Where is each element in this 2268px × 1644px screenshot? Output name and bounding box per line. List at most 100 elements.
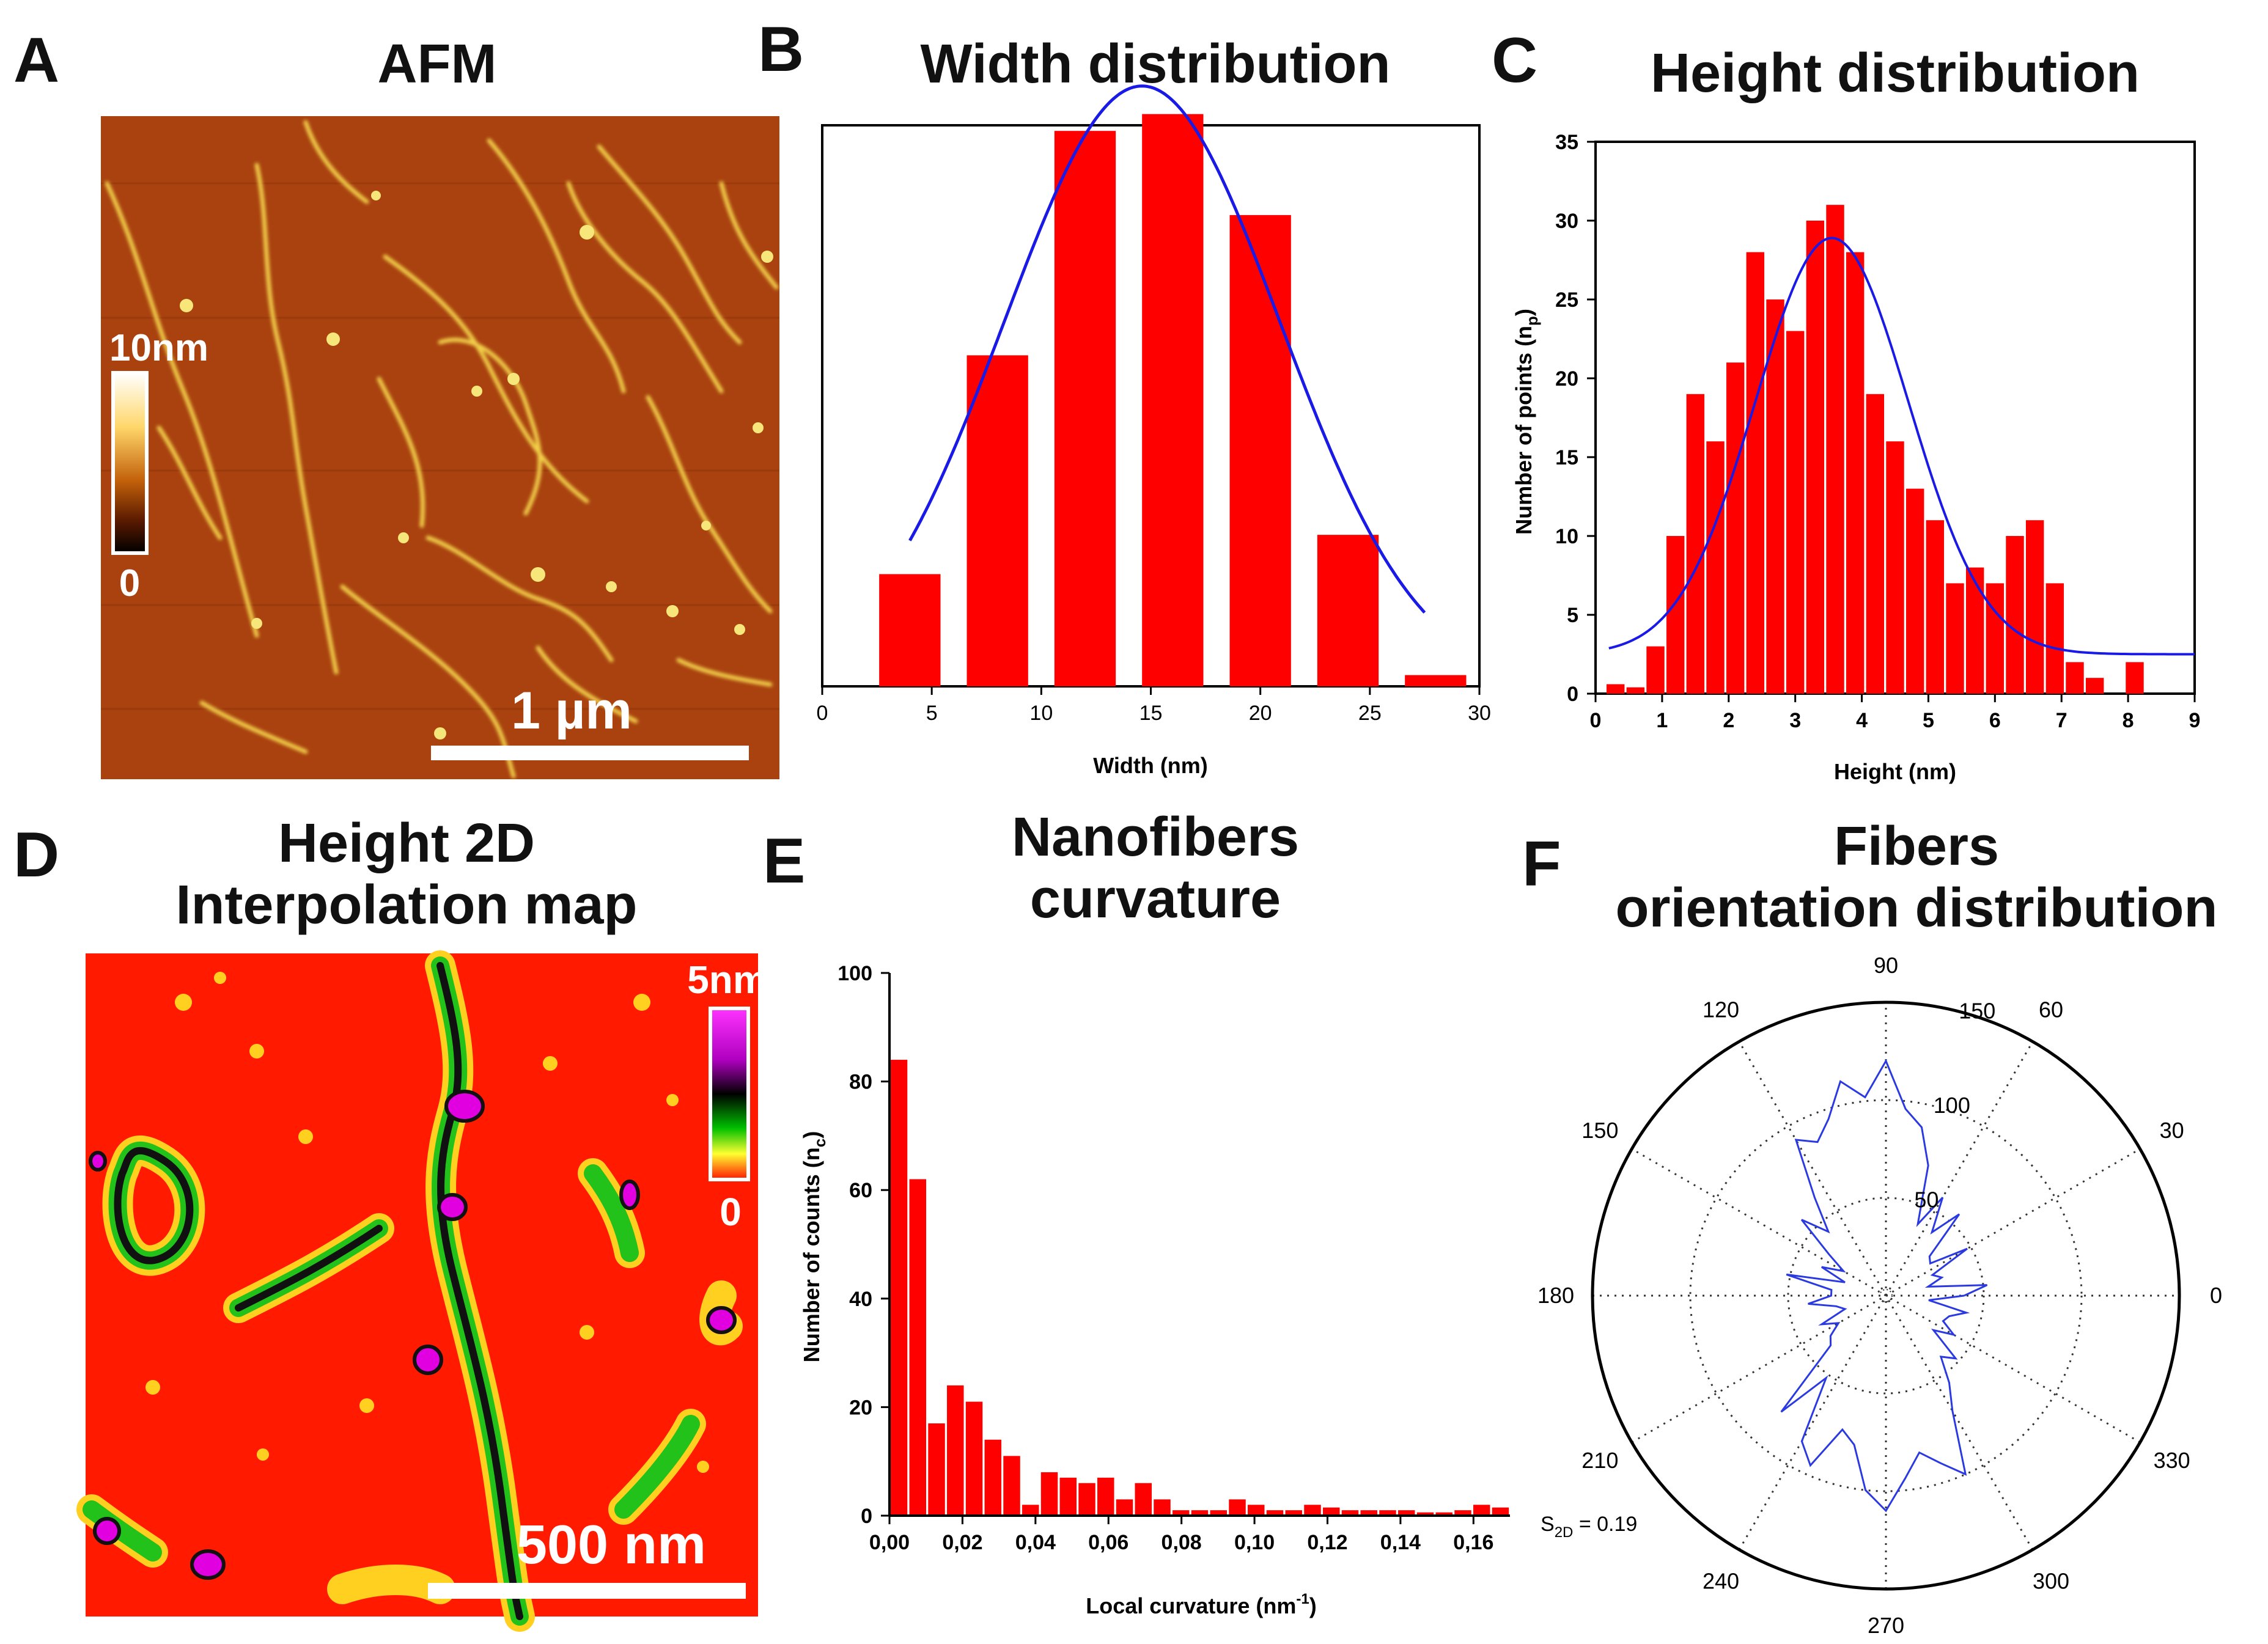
polar-radial-label: 50	[1914, 1187, 1938, 1212]
curvature-y-tick-label: 40	[849, 1288, 872, 1311]
panel-letter-a: A	[13, 25, 60, 96]
s2d-main: S	[1541, 1513, 1555, 1536]
orientation-polar-chart: 030609012015018021024027030033050100150 …	[1537, 953, 2222, 1638]
polar-grid-ring	[1689, 1099, 2083, 1492]
polar-angle-label: 60	[2039, 997, 2063, 1022]
curvature-x-tick-label: 0,00	[869, 1531, 910, 1554]
height-bar	[1686, 394, 1705, 694]
height-bar	[1965, 567, 1984, 694]
curvature-chart: 0,00 0,02 0,04 0,06 0,08 0,10 0,12 0,14 0,16 0 20 4…	[799, 962, 1510, 1618]
map-scalebar-label: 500 nm	[517, 1514, 706, 1576]
polar-radial-label: 100	[1934, 1093, 1970, 1118]
curvature-bar	[1304, 1505, 1321, 1516]
panel-letter-c: C	[1492, 25, 1538, 96]
curvature-x-tick-label: 0,06	[1088, 1531, 1128, 1554]
s2d-end: = 0.19	[1573, 1513, 1637, 1536]
height-y-axis-label: Number of points (np)	[1511, 309, 1541, 535]
afm-colorbar-bottom-label: 0	[119, 562, 140, 604]
curvature-x-label-end: )	[1309, 1593, 1317, 1618]
curvature-bar	[1191, 1510, 1209, 1516]
height-x-tick-label: 6	[1989, 709, 2001, 732]
polar-angle-label: 240	[1703, 1569, 1739, 1594]
height-bar	[1986, 583, 2005, 694]
curvature-bar	[1266, 1510, 1284, 1516]
panel-letter-b: B	[758, 14, 804, 85]
curvature-bar	[1078, 1483, 1095, 1516]
width-x-tick-label: 25	[1358, 702, 1382, 725]
height-bar	[1606, 684, 1625, 694]
s2d-sub: 2D	[1555, 1524, 1574, 1541]
curvature-bar	[1210, 1510, 1227, 1516]
height-bar	[1806, 221, 1825, 694]
height-distribution-chart: 0 1 2 3 4 5 6 7 8 9 0 5 10 15 20 25 30 35 Height (nm) Num…	[1511, 131, 2200, 784]
curvature-bar	[1173, 1510, 1190, 1516]
height-x-tick-label: 3	[1789, 709, 1801, 732]
curvature-bar	[909, 1179, 927, 1516]
curvature-x-label-main: Local curvature (nm	[1086, 1593, 1296, 1618]
height-bar	[1646, 646, 1665, 694]
curvature-bar	[1323, 1507, 1340, 1516]
curvature-y-tick-label: 20	[849, 1396, 872, 1419]
title-curvature-line1: Nanofibers	[1011, 807, 1300, 868]
polar-angle-label: 270	[1868, 1613, 1904, 1638]
height-bar	[1905, 488, 1924, 694]
height-bar	[1706, 441, 1725, 694]
width-x-tick-label: 30	[1468, 702, 1491, 725]
height-bar	[1846, 252, 1865, 694]
width-x-axis-label: Width (nm)	[1093, 753, 1208, 778]
afm-scalebar-label: 1 µm	[511, 681, 632, 740]
width-x-tick-label: 10	[1029, 702, 1053, 725]
width-bar	[1317, 535, 1379, 686]
polar-angle-label: 30	[2160, 1118, 2184, 1143]
height-y-tick-label: 10	[1555, 525, 1578, 548]
height-2d-map	[76, 950, 758, 1632]
afm-colorbar-top-label: 10nm	[109, 327, 208, 369]
title-afm: AFM	[377, 34, 497, 95]
height-bar	[1766, 299, 1784, 694]
curvature-bar	[1492, 1507, 1509, 1516]
height-y-label-end: )	[1511, 309, 1536, 316]
curvature-y-label-main: Number of counts (n	[799, 1147, 824, 1362]
curvature-bar	[1229, 1499, 1246, 1516]
height-x-tick-label: 4	[1856, 709, 1868, 732]
height-bar	[2045, 583, 2064, 694]
height-gaussian-fit	[1608, 237, 2195, 656]
curvature-x-tick-label: 0,12	[1307, 1531, 1347, 1554]
height-x-axis-label: Height (nm)	[1834, 759, 1956, 784]
curvature-x-tick-label: 0,02	[942, 1531, 982, 1554]
curvature-bar	[1454, 1510, 1471, 1516]
polar-radial-label: 150	[1959, 998, 1995, 1023]
height-x-tick-label: 9	[2189, 709, 2201, 732]
height-bar	[1886, 441, 1904, 694]
width-bar	[1142, 114, 1204, 686]
height-bar	[1746, 252, 1765, 694]
curvature-bar	[1473, 1505, 1490, 1516]
height-y-tick-label: 30	[1555, 210, 1578, 233]
curvature-bar	[1097, 1477, 1114, 1516]
polar-grid-spoke	[1631, 1148, 2141, 1444]
curvature-y-tick-label: 80	[849, 1071, 872, 1094]
curvature-bar	[1116, 1499, 1133, 1516]
height-bar	[2126, 662, 2144, 694]
curvature-x-tick-label: 0,16	[1453, 1531, 1493, 1554]
curvature-bar	[928, 1423, 945, 1516]
curvature-bar	[1416, 1512, 1434, 1516]
title-orientation-line2: orientation distribution	[1615, 877, 2218, 939]
width-bar	[1405, 675, 1467, 686]
panel-letter-e: E	[763, 826, 806, 897]
polar-angle-label: 120	[1703, 997, 1739, 1022]
curvature-y-tick-label: 100	[838, 962, 872, 985]
polar-grid-ring	[1787, 1197, 1985, 1395]
polar-angle-label: 180	[1537, 1283, 1574, 1308]
height-bar	[1666, 536, 1685, 694]
curvature-x-tick-label: 0,04	[1015, 1531, 1056, 1554]
height-x-tick-label: 5	[1923, 709, 1934, 732]
curvature-bar	[1059, 1477, 1077, 1516]
height-bar	[1926, 520, 1945, 694]
panel-letter-f: F	[1522, 829, 1561, 900]
polar-angle-label: 150	[1581, 1118, 1618, 1143]
title-height-2d: Height 2D Interpolation map	[98, 813, 715, 936]
curvature-x-tick-label: 0,10	[1234, 1531, 1275, 1554]
width-bar	[966, 355, 1028, 686]
width-x-tick-label: 15	[1140, 702, 1163, 725]
